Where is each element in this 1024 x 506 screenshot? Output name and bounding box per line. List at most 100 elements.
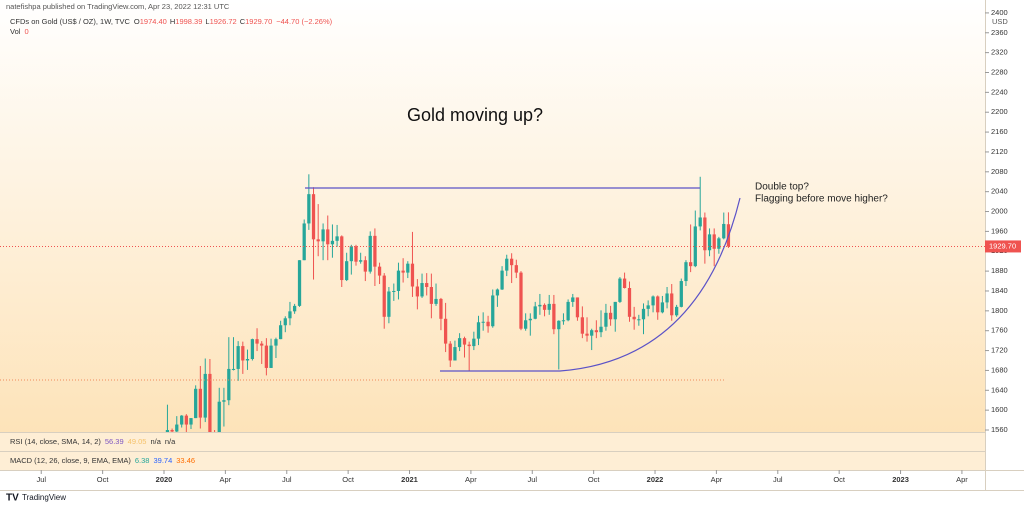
candle-body	[368, 235, 372, 272]
candle-body	[165, 430, 170, 432]
candle-body	[245, 359, 250, 361]
y-tick-label: 1560	[991, 425, 1008, 434]
candle-body	[373, 235, 377, 267]
candle-body	[340, 236, 344, 281]
candle-body	[467, 344, 471, 347]
annotation: Double top?	[755, 182, 809, 193]
ohlc-value: 1974.40	[140, 17, 167, 26]
candle-body	[571, 297, 575, 302]
candle-body	[491, 295, 495, 327]
candle-body	[170, 430, 174, 432]
candle-body	[646, 305, 650, 309]
y-tick-label: 1600	[991, 405, 1008, 414]
candle-body	[528, 318, 532, 321]
y-tick-label: 2240	[991, 87, 1008, 96]
x-tick-label: Jul	[773, 475, 783, 484]
rsi-label: RSI (14, close, SMA, 14, 2)	[10, 437, 101, 446]
y-tick-label: 2200	[991, 107, 1008, 116]
candle-body	[707, 234, 712, 251]
candle-body	[637, 319, 641, 321]
x-tick-label: Jul	[36, 475, 46, 484]
candle-body	[698, 217, 702, 227]
candle-body	[217, 401, 221, 432]
y-tick-label: 2080	[991, 167, 1008, 176]
candle-body	[321, 229, 325, 242]
y-tick-label: 2040	[991, 187, 1008, 196]
candle-body	[448, 343, 452, 361]
rsi: RSI (14, close, SMA, 14, 2) 56.39 49.05 n/a…	[10, 437, 176, 446]
candle-body	[222, 400, 226, 402]
candle-body	[495, 289, 500, 296]
macd-value: 39.74	[153, 456, 172, 465]
ohlc-label: C	[240, 17, 246, 26]
y-tick-label: 1680	[991, 365, 1008, 374]
candle-body	[401, 270, 405, 273]
y-tick-label: 2360	[991, 28, 1008, 37]
candle-body	[599, 326, 603, 333]
cup-curve	[440, 197, 741, 372]
candle-body	[255, 339, 259, 344]
candle-body	[208, 373, 212, 432]
plot-background	[0, 0, 985, 432]
candle-body	[688, 262, 693, 267]
candle-body	[335, 236, 339, 241]
x-tick-label: Jul	[282, 475, 292, 484]
publisher: natefishpa published on TradingView.com,…	[6, 2, 230, 11]
ohlc-label: O	[134, 17, 140, 26]
candle-body	[302, 223, 306, 261]
candle-body	[439, 298, 443, 319]
brand: TradingView	[22, 493, 66, 502]
y-tick-label: 2320	[991, 48, 1008, 57]
candle-body	[194, 388, 198, 419]
ohlc-value: 1998.39	[175, 17, 202, 26]
candle-body	[354, 246, 358, 262]
vol-value: 0	[24, 27, 28, 36]
candle-body	[675, 306, 679, 316]
x-tick-label: Apr	[465, 475, 477, 484]
logo: TV	[6, 493, 19, 504]
candle-body	[608, 312, 613, 320]
y-tick-label: 1720	[991, 346, 1008, 355]
candle-body	[651, 296, 655, 306]
candle-body	[665, 293, 669, 303]
ohlc-value: 1929.70	[245, 17, 272, 26]
annotation: Flagging before move higher?	[755, 194, 888, 205]
candle-body	[519, 272, 523, 329]
candle-body	[557, 320, 561, 330]
x-tick-label: 2021	[401, 475, 418, 484]
rsi-value: n/a	[165, 437, 176, 446]
candle-body	[622, 278, 627, 288]
volume: Vol 0	[10, 27, 29, 36]
candle-body	[410, 263, 415, 287]
ohlc-label: L	[205, 17, 209, 26]
candle-body	[316, 239, 320, 242]
y-tick-label: 2160	[991, 127, 1008, 136]
candle-body	[656, 296, 660, 313]
candle-body	[274, 339, 278, 346]
candle-body	[278, 325, 283, 340]
candle-body	[231, 368, 236, 370]
candle-body	[580, 317, 584, 334]
candle-body	[604, 312, 608, 327]
candle-body	[457, 338, 462, 348]
rsi-value: n/a	[150, 437, 161, 446]
candle-body	[462, 338, 467, 345]
candles	[165, 174, 731, 432]
candle-body	[660, 302, 665, 313]
last-price-box	[985, 240, 1021, 253]
candle-body	[415, 286, 420, 297]
candle-body	[406, 263, 410, 273]
candle-body	[552, 303, 556, 330]
candle-body	[326, 229, 330, 245]
candle-body	[292, 305, 297, 312]
candle-body	[618, 278, 622, 302]
candle-body	[627, 288, 632, 317]
candle-body	[712, 234, 716, 249]
y-tick-label: 2000	[991, 207, 1008, 216]
candle-body	[476, 322, 481, 339]
candle-body	[184, 415, 188, 425]
candle-body	[717, 238, 721, 249]
candle-body	[486, 321, 490, 327]
candle-body	[345, 261, 349, 281]
